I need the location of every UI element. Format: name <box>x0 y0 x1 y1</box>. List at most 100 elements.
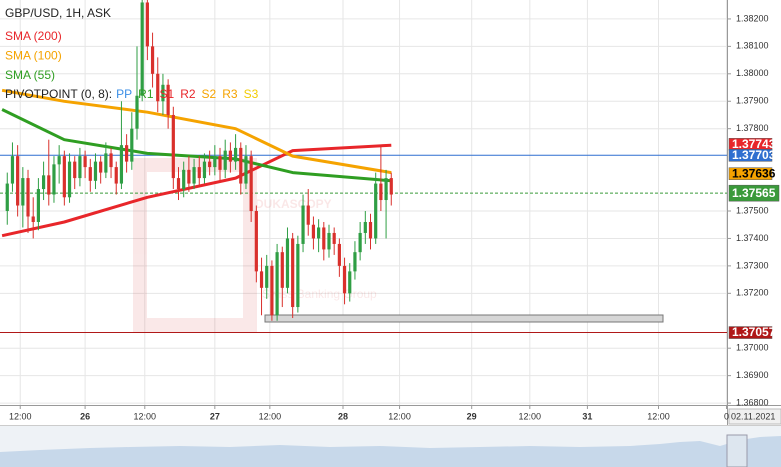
grid <box>0 0 727 405</box>
candle-body <box>265 265 269 288</box>
candle-body <box>202 161 207 179</box>
y-tick-label: 1.37800 <box>736 123 769 133</box>
chart-title: GBP/USD, 1H, ASK <box>5 6 111 20</box>
candle-body <box>93 161 98 181</box>
price-tag-label: 1.37565 <box>732 186 776 200</box>
candle-body <box>10 156 15 184</box>
candle-body <box>280 252 284 288</box>
y-tick-label: 1.38200 <box>736 13 769 23</box>
candle-body <box>228 150 232 162</box>
candle-body <box>83 156 87 168</box>
x-tick-label: 31 <box>582 411 592 421</box>
candle-body <box>363 221 367 233</box>
price-tag <box>728 167 773 180</box>
y-tick-label: 1.36900 <box>736 370 769 380</box>
plot <box>0 0 727 334</box>
candle-body <box>358 232 362 253</box>
pivot-legend-item: S2 <box>202 87 217 101</box>
candle-body <box>197 167 201 179</box>
x-tick-label: 28 <box>338 411 348 421</box>
candle-body <box>5 183 9 212</box>
x-tick-label: 12:00 <box>647 411 670 421</box>
candle-body <box>21 178 25 206</box>
candle-body <box>47 175 51 195</box>
candle-body <box>270 265 274 316</box>
candle-body <box>259 271 264 288</box>
candle-body <box>233 147 238 162</box>
y-tick-label: 1.38100 <box>736 41 769 51</box>
candle-body <box>208 161 212 168</box>
price-tag <box>728 184 780 202</box>
candle-body <box>332 232 336 244</box>
pivot-legend-item: S3 <box>244 87 259 101</box>
candle-body <box>306 205 310 225</box>
candle-body <box>368 221 373 239</box>
date-label-box <box>728 408 781 425</box>
candle-body <box>130 128 134 162</box>
legend-entry: SMA (55) <box>5 68 55 82</box>
candle-body <box>16 156 20 206</box>
legend-entry: SMA (200) <box>5 29 62 43</box>
candle-body <box>275 252 279 316</box>
candle-body <box>88 167 92 181</box>
candle-body <box>239 147 243 184</box>
candle-body <box>150 46 155 74</box>
price-tag-label: 1.37703 <box>732 148 776 162</box>
candle-body <box>31 216 35 222</box>
candle-body <box>57 156 61 165</box>
candle-body <box>119 145 124 184</box>
candle-body <box>389 178 393 195</box>
candle-body <box>62 156 66 198</box>
pivot-legend-item: PP <box>116 87 132 101</box>
candle-body <box>192 167 196 184</box>
navigator-area <box>0 436 781 467</box>
x-tick-label: 29 <box>467 411 477 421</box>
legend-entry: SMA (100) <box>5 49 62 63</box>
candle-body <box>254 211 258 272</box>
candle-body <box>41 175 46 190</box>
candle-body <box>171 114 175 179</box>
candle-body <box>291 238 295 308</box>
candle-body <box>125 145 129 162</box>
y-tick-label: 1.37900 <box>736 96 769 106</box>
y-tick-label: 1.38000 <box>736 68 769 78</box>
x-tick-label: 0 <box>724 411 729 421</box>
y-tick-label: 1.37400 <box>736 233 769 243</box>
candle-body <box>67 161 72 198</box>
candle-body <box>337 243 341 266</box>
y-tick-label: 1.36800 <box>736 397 769 407</box>
candle-body <box>348 271 352 294</box>
x-tick-label: 12:00 <box>9 411 32 421</box>
candle-body <box>26 178 30 217</box>
candle-body <box>327 232 331 250</box>
y-tick-label: 1.37300 <box>736 260 769 270</box>
candle-body <box>317 227 321 239</box>
candle-body <box>223 150 227 170</box>
candle-body <box>36 189 40 222</box>
navigator-handle[interactable] <box>726 434 748 467</box>
candle-body <box>249 156 253 212</box>
sma-line <box>1 143 392 238</box>
candle-body <box>342 265 347 294</box>
x-tick-label: 26 <box>80 411 90 421</box>
candle-body <box>135 95 139 129</box>
pivot-legend-item: S1 <box>160 87 175 101</box>
price-tag <box>728 149 773 162</box>
sma-line <box>1 108 392 183</box>
candle-body <box>311 224 316 239</box>
pivot-legend-item: R2 <box>180 87 196 101</box>
candle-body <box>145 2 149 47</box>
price-tag <box>728 326 773 339</box>
price-tag-label: 1.37743 <box>732 137 776 151</box>
candle-body <box>52 164 56 195</box>
candle-body <box>213 156 217 168</box>
candle-body <box>161 84 165 102</box>
candle-body <box>109 153 113 168</box>
candle-body <box>322 227 326 250</box>
candle-body <box>176 178 181 190</box>
candle-body <box>104 153 108 173</box>
y-tick-label: 1.37500 <box>736 205 769 215</box>
candle-body <box>301 205 305 244</box>
candle-body <box>218 156 222 170</box>
